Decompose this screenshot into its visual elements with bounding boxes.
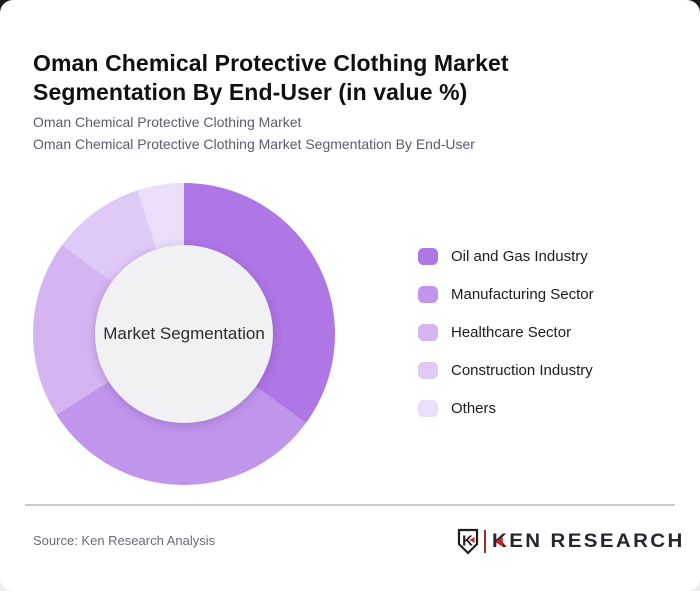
legend-label: Oil and Gas Industry [451, 248, 588, 265]
wordmark-rest: EN RESEARCH [508, 530, 685, 552]
legend-swatch [418, 324, 438, 341]
source-text: Source: Ken Research Analysis [33, 533, 216, 548]
donut-center-label: Market Segmentation [103, 324, 265, 343]
badge-red-triangle [469, 537, 475, 543]
donut-chart: Market Segmentation [33, 183, 335, 485]
chart-legend: Oil and Gas Industry Manufacturing Secto… [418, 248, 594, 438]
page-title: Oman Chemical Protective Clothing Market… [33, 49, 509, 107]
legend-swatch [418, 400, 438, 417]
legend-item: Healthcare Sector [418, 324, 594, 341]
legend-label: Manufacturing Sector [451, 286, 594, 303]
legend-swatch [418, 286, 438, 303]
ken-research-logo: K KEN RESEARCH [457, 528, 682, 555]
page-title-line-2: Segmentation By End-User (in value %) [33, 79, 468, 106]
legend-item: Manufacturing Sector [418, 286, 594, 303]
logo-wordmark: KEN RESEARCH [492, 531, 685, 553]
legend-swatch [418, 362, 438, 379]
wordmark-red-triangle-icon [494, 536, 503, 547]
subtitle-line-1: Oman Chemical Protective Clothing Market [33, 114, 302, 130]
legend-item: Oil and Gas Industry [418, 248, 594, 265]
subtitle-line-2: Oman Chemical Protective Clothing Market… [33, 136, 475, 152]
page-title-line-1: Oman Chemical Protective Clothing Market [33, 50, 509, 77]
legend-swatch [418, 248, 438, 265]
legend-label: Construction Industry [451, 362, 593, 379]
legend-item: Construction Industry [418, 362, 594, 379]
logo-separator [483, 530, 486, 553]
donut-hole: Market Segmentation [95, 245, 273, 423]
legend-item: Others [418, 400, 594, 417]
footer-divider [25, 504, 675, 506]
legend-label: Healthcare Sector [451, 324, 572, 341]
page-subtitle: Oman Chemical Protective Clothing Market… [33, 111, 475, 155]
shield-k-icon: K [457, 528, 478, 555]
badge-letter: K [462, 533, 473, 550]
legend-label: Others [451, 400, 497, 417]
